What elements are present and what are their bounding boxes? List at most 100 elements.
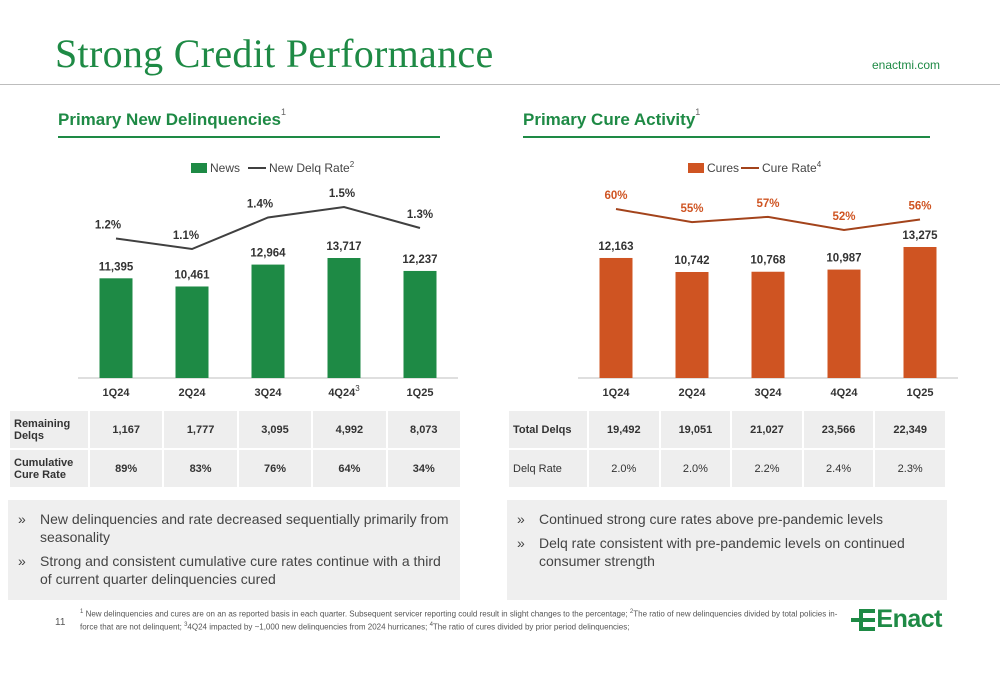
line-value-label: 1.5%: [329, 188, 355, 200]
table-cell: 2.0%: [660, 450, 731, 487]
list-item: » Continued strong cure rates above pre-p…: [517, 510, 937, 528]
line-value-label: 52%: [832, 211, 855, 223]
line-value-label: 56%: [908, 201, 931, 213]
table-cell: 89%: [90, 450, 163, 487]
line-value-label: 1.1%: [173, 230, 199, 242]
footnote-sup: 3: [184, 621, 188, 628]
x-tick-sup: 3: [355, 384, 360, 393]
x-tick-label: 1Q25: [907, 387, 934, 399]
bar: [327, 258, 361, 378]
bar: [99, 278, 133, 378]
bar-value-label: 13,275: [902, 230, 938, 242]
line-value-label: 57%: [756, 198, 779, 210]
bullet-marker: »: [18, 511, 26, 527]
table-cell: 76%: [238, 450, 312, 487]
line-value-label: 55%: [680, 203, 703, 215]
bar: [751, 271, 785, 378]
bar-value-label: 10,461: [174, 269, 210, 281]
right-notes: » Continued strong cure rates above pre-p…: [507, 500, 947, 600]
legend-swatch-bars: [191, 163, 207, 173]
right-section-title-text: Primary Cure Activity: [523, 110, 696, 129]
title-divider: [0, 84, 1000, 85]
table-cell: 64%: [313, 450, 386, 487]
table-cell: 19,051: [660, 411, 731, 448]
legend-label-sup: 4: [817, 160, 822, 169]
footnote-text: New delinquencies and cures are on an as…: [83, 609, 630, 619]
chart-legend: News New Delq Rate2: [191, 160, 355, 175]
table-cell: 1,167: [90, 411, 163, 448]
enact-logo-icon: [851, 608, 876, 631]
enact-logo-text: Enact: [876, 605, 942, 633]
table-cell: 4,992: [313, 411, 386, 448]
right-section-title-sup: 1: [695, 107, 701, 117]
x-tick-label: 3Q24: [755, 387, 783, 399]
bar-value-label: 10,987: [826, 253, 861, 265]
left-section-title-sup: 1: [280, 107, 286, 117]
table-cell: 34%: [387, 450, 460, 487]
bullet-text: New delinquencies and rate decreased seq…: [40, 511, 449, 545]
bullet-marker: »: [18, 553, 26, 569]
bar-value-label: 12,964: [250, 248, 286, 260]
bar: [903, 247, 937, 378]
new-delinquencies-chart: News New Delq Rate2 11,395 1Q24 1.2% 10,461 2Q…: [78, 160, 458, 399]
left-section-title-text: Primary New Delinquencies: [58, 110, 281, 129]
enact-logo: Enact: [851, 605, 942, 634]
left-section-rule: [58, 136, 440, 138]
site-url[interactable]: enactmi.com: [871, 58, 940, 72]
bar-value-label: 13,717: [326, 241, 361, 253]
footnote-sup: 1: [80, 609, 84, 615]
row-label: Delq Rate: [509, 450, 587, 487]
bullet-text: Continued strong cure rates above pre-pa…: [539, 511, 883, 527]
bar-value-label: 12,237: [402, 254, 437, 266]
x-tick-label: 2Q24: [679, 387, 707, 399]
table-row: Remaining Delqs 1,167 1,777 3,095 4,992 …: [10, 411, 460, 448]
bar: [403, 270, 437, 378]
legend-label-bars: News: [210, 161, 240, 175]
bar: [251, 264, 285, 378]
right-stats-table: Total Delqs 19,492 19,051 21,027 23,566 …: [507, 409, 947, 489]
left-section-title: Primary New Delinquencies1: [58, 107, 286, 130]
table-cell: 83%: [164, 450, 237, 487]
table-row: Total Delqs 19,492 19,051 21,027 23,566 …: [509, 411, 945, 448]
footnote-text: The ratio of cures divided by prior peri…: [432, 622, 630, 632]
list-item: » Strong and consistent cumulative cure r…: [18, 552, 450, 588]
legend-label-bars: Cures: [707, 161, 739, 175]
x-tick-label: 2Q24: [179, 387, 207, 399]
page-number: 11: [55, 617, 66, 628]
table-cell: 23,566: [803, 411, 874, 448]
table-cell: 2.2%: [732, 450, 802, 487]
bullet-marker: »: [517, 535, 525, 551]
x-tick-label: 4Q24: [831, 387, 859, 399]
bullet-text: Strong and consistent cumulative cure ra…: [40, 553, 441, 587]
bar: [599, 257, 633, 378]
table-row: Cumulative Cure Rate 89% 83% 76% 64% 34%: [10, 450, 460, 487]
bar-value-label: 11,395: [99, 261, 134, 273]
x-tick-label: 3Q24: [255, 387, 283, 399]
table-row: Delq Rate 2.0% 2.0% 2.2% 2.4% 2.3%: [509, 450, 945, 487]
table-cell: 3,095: [238, 411, 312, 448]
right-section-rule: [523, 136, 930, 138]
line-series: [115, 205, 421, 251]
x-tick-label: 1Q24: [603, 387, 631, 399]
table-cell: 22,349: [875, 411, 945, 448]
bar-value-label: 10,768: [750, 255, 786, 267]
table-cell: 1,777: [164, 411, 237, 448]
bar-value-label: 12,163: [598, 241, 633, 253]
row-label: Total Delqs: [509, 411, 587, 448]
line-value-label: 60%: [604, 190, 627, 202]
table-cell: 19,492: [589, 411, 659, 448]
line-value-label: 1.3%: [407, 209, 433, 221]
bar-value-label: 10,742: [674, 255, 709, 267]
table-cell: 2.3%: [875, 450, 945, 487]
x-tick-label: 1Q24: [103, 387, 131, 399]
table-cell: 2.0%: [589, 450, 659, 487]
legend-label-line: New Delq Rate2: [269, 160, 355, 175]
table-cell: 21,027: [732, 411, 802, 448]
x-tick-label: 4Q243: [328, 384, 360, 399]
x-tick-label: 1Q25: [407, 387, 434, 399]
bar: [827, 269, 861, 378]
bullet-marker: »: [517, 511, 525, 527]
footnote-text: The ratio of new delinquencies divided b…: [80, 609, 838, 632]
list-item: » Delq rate consistent with pre-pandemic …: [517, 534, 937, 570]
cure-activity-chart: Cures Cure Rate4 12,163 1Q24 60% 10,742 2Q24 55…: [578, 160, 958, 399]
